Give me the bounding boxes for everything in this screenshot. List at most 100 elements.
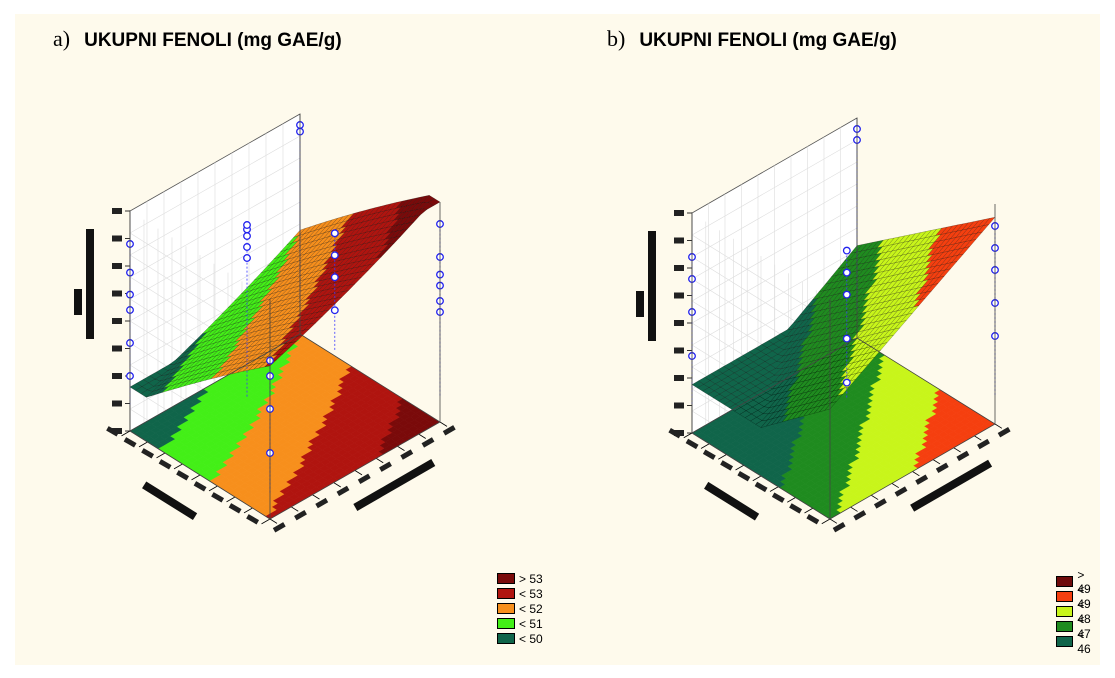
y-tick-label (702, 449, 716, 460)
x-tick (994, 423, 1003, 429)
x-axis-title (910, 459, 993, 512)
x-tick-label (379, 461, 392, 472)
z-tick-label (674, 265, 684, 271)
legend-swatch (497, 603, 515, 614)
y-tick-label (193, 481, 207, 492)
legend-label: > 49 (1077, 567, 1091, 596)
y-tick (769, 486, 779, 492)
x-tick-label (977, 438, 990, 450)
panel-b-surface-plot (636, 117, 1011, 533)
x-tick (953, 447, 961, 453)
y-tick (821, 518, 831, 525)
legend-swatch (497, 633, 515, 644)
y-tick (208, 485, 218, 492)
gridline (691, 139, 858, 236)
data-point (842, 378, 851, 387)
data-point (330, 273, 339, 282)
x-tick (269, 518, 278, 524)
x-tick-label (357, 473, 371, 484)
y-tick-label (141, 448, 155, 459)
x-tick (418, 433, 426, 439)
z-tick-label (674, 402, 684, 409)
legend-item: > 53 (497, 571, 543, 586)
panel-b-title: UKUPNI FENOLI (mg GAE/g) (639, 30, 897, 51)
x-tick-label (336, 485, 350, 497)
y-tick (787, 497, 796, 503)
x-tick-label (421, 437, 435, 448)
legend-swatch (497, 588, 515, 599)
data-point (842, 268, 851, 277)
legend-swatch (497, 618, 515, 629)
panel-b: b) UKUPNI FENOLI (mg GAE/g) > 49 < 49 < … (555, 14, 1100, 665)
legend-item: < 48 (1056, 598, 1100, 626)
gridline (129, 179, 301, 278)
y-axis-title (704, 481, 760, 521)
data-point (243, 232, 251, 240)
legend-swatch (1056, 591, 1074, 602)
x-tick (291, 506, 299, 512)
y-tick-label (789, 503, 803, 514)
x-tick (850, 506, 858, 512)
y-tick-label (158, 459, 172, 470)
legend-label: < 52 (519, 601, 543, 616)
z-tick-label (112, 208, 122, 214)
y-tick-label (771, 492, 785, 503)
y-tick (683, 432, 693, 439)
y-tick-label (211, 492, 225, 503)
legend-label: > 53 (519, 571, 543, 586)
panel-b-legend: > 49 < 49 < 48 < 47 < 46 (1056, 568, 1100, 656)
y-tick-label (806, 514, 820, 525)
y-tick-label (123, 437, 137, 448)
data-point (330, 251, 339, 260)
y-tick (261, 518, 271, 525)
z-axis-title (648, 231, 656, 341)
y-tick (700, 443, 710, 449)
x-tick-label (997, 427, 1011, 438)
x-tick (891, 483, 899, 489)
x-tick (871, 494, 879, 500)
y-tick (121, 430, 131, 437)
z-axis-title (86, 229, 94, 339)
z-tick-label (674, 430, 684, 436)
y-tick-label (228, 503, 242, 514)
x-tick (439, 421, 448, 427)
response-surface (129, 195, 441, 398)
y-tick (226, 496, 236, 503)
z-tick-label (674, 375, 684, 381)
panel-a-surface-plot (74, 113, 456, 533)
legend-item: < 47 (1056, 613, 1100, 641)
x-tick-label (935, 462, 949, 473)
y-tick-label (685, 438, 699, 450)
legend-item: > 49 (1056, 568, 1100, 596)
z-tick-label (674, 347, 684, 354)
z-axis-title-unit (74, 289, 82, 315)
panel-a-label: a) (53, 26, 71, 51)
data-point (243, 254, 251, 262)
x-tick (354, 470, 363, 476)
legend-swatch (1056, 606, 1074, 617)
x-tick (333, 482, 341, 488)
legend-label: < 49 (1077, 582, 1091, 611)
box-edge (129, 430, 271, 520)
z-tick-label (112, 400, 122, 407)
z-tick-label (674, 320, 684, 326)
x-tick (932, 459, 941, 465)
y-tick (243, 507, 253, 514)
y-tick-label (720, 460, 734, 471)
x-tick-label (272, 522, 286, 533)
y-tick (718, 454, 727, 460)
response-surface (691, 216, 996, 428)
box-edge (129, 333, 301, 432)
legend-label: < 51 (519, 616, 543, 631)
data-point (842, 246, 851, 255)
legend-item: < 51 (497, 616, 543, 631)
x-tick (829, 518, 838, 524)
z-axis-title-unit (636, 291, 644, 317)
floor-contour-map (129, 333, 441, 520)
y-tick (173, 463, 183, 470)
legend-item: < 53 (497, 586, 543, 601)
z-tick-label (112, 373, 122, 379)
x-tick (912, 471, 920, 477)
legend-item: < 49 (1056, 583, 1100, 611)
x-tick-label (894, 486, 908, 497)
